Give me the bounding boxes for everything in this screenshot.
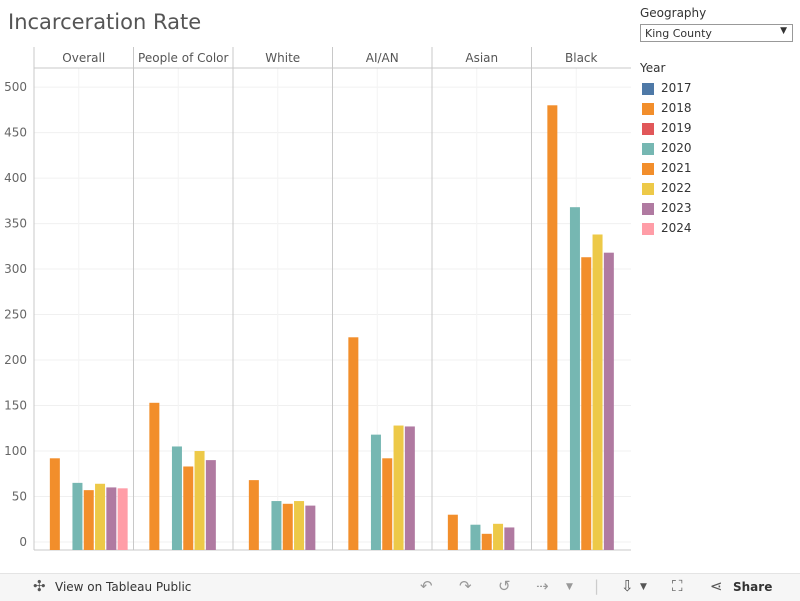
geography-dropdown[interactable]: King County ▼ bbox=[640, 24, 793, 42]
tableau-icon: ✣ bbox=[33, 577, 46, 595]
category-header: Overall bbox=[62, 51, 105, 65]
y-tick-label: 450 bbox=[4, 126, 27, 140]
share-icon[interactable]: ⋖ bbox=[710, 577, 723, 595]
bar-2018-white[interactable] bbox=[248, 480, 259, 550]
toolbar-divider: | bbox=[594, 577, 600, 595]
category-header: Asian bbox=[465, 51, 498, 65]
share-button[interactable]: Share bbox=[733, 580, 773, 594]
view-on-tableau-public-link[interactable]: View on Tableau Public bbox=[55, 580, 192, 594]
bar-2023-black[interactable] bbox=[603, 252, 614, 550]
bar-2023-overall[interactable] bbox=[106, 487, 117, 550]
revert-icon[interactable]: ↺ bbox=[498, 577, 511, 595]
bar-2021-overall[interactable] bbox=[83, 490, 94, 550]
legend-swatch bbox=[642, 203, 654, 215]
bar-2020-asian[interactable] bbox=[470, 524, 481, 550]
bar-2018-asian[interactable] bbox=[447, 514, 458, 550]
redo-icon[interactable]: ↷ bbox=[459, 577, 472, 595]
bar-2021-black[interactable] bbox=[581, 257, 592, 550]
legend-swatch bbox=[642, 163, 654, 175]
bar-2022-ai-an[interactable] bbox=[393, 425, 404, 550]
legend-label: 2019 bbox=[661, 121, 692, 135]
legend-swatch bbox=[642, 143, 654, 155]
bar-2021-white[interactable] bbox=[282, 503, 293, 550]
bar-2020-ai-an[interactable] bbox=[370, 434, 381, 550]
y-axis-ticks: 0 50 100 150 200 250 300 350 400 450 500 bbox=[4, 80, 27, 549]
category-header: White bbox=[265, 51, 300, 65]
bar-2018-ai-an[interactable] bbox=[348, 337, 359, 550]
bar-2021-ai-an[interactable] bbox=[382, 458, 393, 550]
legend-label: 2020 bbox=[661, 141, 692, 155]
y-tick-label: 100 bbox=[4, 444, 27, 458]
bar-2023-ai-an[interactable] bbox=[404, 426, 415, 550]
y-tick-label: 200 bbox=[4, 353, 27, 367]
legend-swatch bbox=[642, 103, 654, 115]
legend-label: 2023 bbox=[661, 201, 692, 215]
fullscreen-icon[interactable]: ⛶ bbox=[672, 577, 683, 595]
bar-2018-black[interactable] bbox=[547, 105, 558, 550]
category-header: Black bbox=[565, 51, 598, 65]
bar-2022-asian[interactable] bbox=[493, 523, 504, 550]
toolbar: ✣ View on Tableau Public ↶ ↷ ↺ ⇢ ▼ | ⇩ ▼… bbox=[0, 573, 800, 601]
bar-2023-people-of-color[interactable] bbox=[205, 460, 216, 550]
geography-label: Geography bbox=[640, 6, 707, 20]
legend-swatch bbox=[642, 183, 654, 195]
legend-title: Year bbox=[640, 61, 666, 75]
y-tick-label: 400 bbox=[4, 171, 27, 185]
bar-2022-black[interactable] bbox=[592, 234, 603, 550]
bar-2024-overall[interactable] bbox=[117, 488, 128, 550]
category-headers: Overall People of Color White AI/AN Asian Bla… bbox=[62, 51, 597, 65]
category-header: People of Color bbox=[138, 51, 228, 65]
legend-label: 2018 bbox=[661, 101, 692, 115]
bar-2022-overall[interactable] bbox=[95, 483, 106, 550]
category-header: AI/AN bbox=[366, 51, 399, 65]
geography-selected-value: King County bbox=[645, 27, 712, 40]
bar-2021-people-of-color[interactable] bbox=[183, 466, 194, 550]
bar-2023-white[interactable] bbox=[305, 505, 316, 550]
y-tick-label: 300 bbox=[4, 262, 27, 276]
y-tick-label: 150 bbox=[4, 399, 27, 413]
caret-down-icon: ▼ bbox=[780, 26, 787, 36]
bar-2020-people-of-color[interactable] bbox=[171, 446, 182, 550]
y-tick-label: 350 bbox=[4, 217, 27, 231]
legend-label: 2022 bbox=[661, 181, 692, 195]
bar-2020-overall[interactable] bbox=[72, 482, 83, 550]
legend-label: 2021 bbox=[661, 161, 692, 175]
refresh-menu-icon[interactable]: ▼ bbox=[566, 582, 573, 592]
download-icon[interactable]: ⇩ bbox=[621, 577, 634, 595]
download-menu-icon[interactable]: ▼ bbox=[640, 582, 647, 592]
bars bbox=[49, 105, 614, 551]
y-tick-label: 0 bbox=[19, 535, 27, 549]
bar-2022-white[interactable] bbox=[294, 501, 305, 550]
panel-layer bbox=[33, 47, 631, 551]
legend-swatch bbox=[642, 83, 654, 95]
undo-icon[interactable]: ↶ bbox=[420, 577, 433, 595]
refresh-icon[interactable]: ⇢ bbox=[536, 577, 549, 595]
legend-label: 2024 bbox=[661, 221, 692, 235]
y-tick-label: 250 bbox=[4, 308, 27, 322]
y-tick-label: 50 bbox=[12, 490, 27, 504]
bar-2018-overall[interactable] bbox=[49, 458, 60, 550]
bar-2020-black[interactable] bbox=[569, 207, 580, 551]
y-tick-label: 500 bbox=[4, 80, 27, 94]
legend-swatch bbox=[642, 123, 654, 135]
bar-2021-asian[interactable] bbox=[481, 533, 492, 550]
bar-2020-white[interactable] bbox=[271, 501, 282, 550]
bar-2018-people-of-color[interactable] bbox=[149, 402, 160, 550]
bar-2023-asian[interactable] bbox=[504, 527, 515, 550]
legend-swatch bbox=[642, 223, 654, 235]
legend-label: 2017 bbox=[661, 81, 692, 95]
bar-2022-people-of-color[interactable] bbox=[194, 451, 205, 550]
page-title: Incarceration Rate bbox=[8, 10, 202, 34]
bar-chart: Overall People of Color White AI/AN Asian Bla… bbox=[4, 47, 631, 551]
